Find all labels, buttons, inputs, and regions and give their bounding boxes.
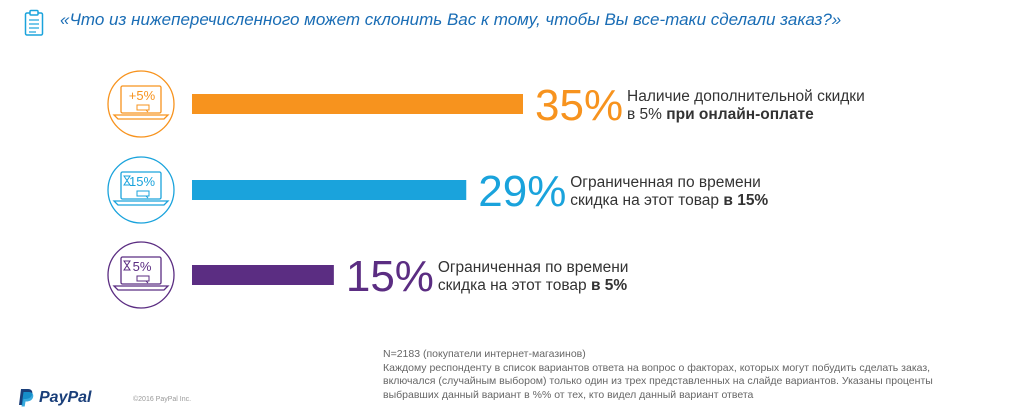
icon-circle xyxy=(107,70,175,138)
clipboard-icon xyxy=(24,9,44,36)
laptop-base xyxy=(112,114,170,120)
value-label: 15% xyxy=(346,252,434,301)
category-label: Наличие дополнительной скидки в 5% при он… xyxy=(627,88,865,123)
paypal-logo: PayPal xyxy=(18,388,91,407)
laptop-discount-icon: 5% xyxy=(107,241,175,309)
bar xyxy=(192,180,467,200)
label-line: Ограниченная по времени xyxy=(570,174,761,191)
laptop-screen xyxy=(120,85,162,114)
icon-text: 15% xyxy=(129,174,155,189)
footnote: N=2183 (покупатели интернет-магазинов) К… xyxy=(383,348,1023,402)
value-label: 35% xyxy=(535,81,623,130)
icon-text: +5% xyxy=(129,88,156,103)
label-bold: при онлайн-оплате xyxy=(666,106,814,123)
label-line: Ограниченная по времени xyxy=(438,259,629,276)
bar xyxy=(192,265,334,285)
paypal-icon xyxy=(19,389,34,407)
label-line: скидка на этот товар xyxy=(438,277,591,294)
logo-text: PayPal xyxy=(39,388,92,406)
label-bold: в 5% xyxy=(591,277,627,294)
footnote-line: выбравших данный вариант в %% от тех, кт… xyxy=(383,388,754,401)
laptop-screen xyxy=(120,171,162,200)
label-line: в 5% xyxy=(627,106,666,123)
laptop-screen xyxy=(120,256,162,285)
laptop-discount-icon: 15% xyxy=(107,156,175,224)
laptop-discount-icon: +5% xyxy=(107,70,175,138)
card-icon xyxy=(136,104,150,113)
icon-circle xyxy=(107,156,175,224)
label-bold: в 15% xyxy=(723,192,768,209)
category-label: Ограниченная по времени скидка на этот то… xyxy=(570,174,768,209)
hourglass-icon xyxy=(123,260,131,271)
label-line: Наличие дополнительной скидки xyxy=(627,88,865,105)
value-label: 29% xyxy=(478,167,566,216)
card-icon xyxy=(136,190,150,199)
footnote-sample: N=2183 (покупатели интернет-магазинов) xyxy=(383,348,586,360)
laptop-base xyxy=(112,200,170,206)
page-title: «Что из нижеперечисленного может склонит… xyxy=(60,10,842,29)
icon-text: 5% xyxy=(133,259,152,274)
bar xyxy=(192,94,523,114)
category-label: Ограниченная по времени скидка на этот то… xyxy=(438,259,629,294)
card-icon xyxy=(136,275,150,284)
label-line: скидка на этот товар xyxy=(570,192,723,209)
copyright: ©2016 PayPal Inc. xyxy=(133,396,192,403)
icon-circle xyxy=(107,241,175,309)
hourglass-icon xyxy=(123,175,131,186)
header xyxy=(24,6,44,40)
footnote-line: Каждому респонденту в список вариантов о… xyxy=(383,361,931,374)
footnote-line: включался (случайным выбором) только оди… xyxy=(383,375,933,387)
laptop-base xyxy=(112,285,170,291)
